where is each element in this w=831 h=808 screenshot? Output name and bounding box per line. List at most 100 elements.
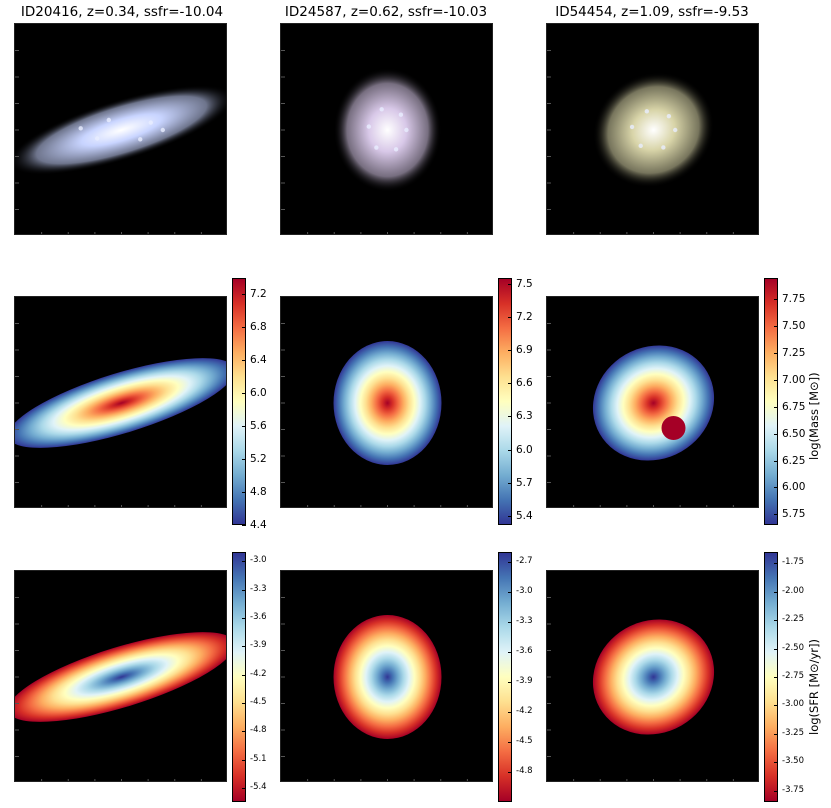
sfr-colorbar-1-tickmark — [242, 646, 246, 648]
sfr-colorbar-3-tickmark — [774, 648, 778, 650]
sfr-colorbar-1 — [232, 552, 246, 802]
rgb-map-image-3 — [547, 50, 734, 234]
sfr-colorbar-3-tickmark — [774, 563, 778, 565]
mass-colorbar-2-tickmark — [508, 416, 512, 418]
sfr-colorbar-3-tick-label: -2.75 — [782, 671, 804, 681]
mass-colorbar-3-tick-label: 7.75 — [782, 293, 806, 306]
sfr-colorbar-1-tickmark — [242, 702, 246, 704]
star-cluster — [106, 117, 112, 123]
sfr-map-ID24587 — [280, 570, 493, 782]
sfr-colorbar-2-tickmark — [508, 742, 512, 743]
mass-colorbar-1-tick-label: 7.2 — [250, 288, 267, 301]
star-cluster — [398, 112, 404, 117]
rgb-map-image-2 — [281, 50, 468, 234]
panel-title-1: ID20416, z=0.34, ssfr=-10.04 — [20, 4, 224, 20]
mass-colorbar-2-tick-label: 6.3 — [516, 410, 533, 423]
sfr-colorbar-2-tick-label: -3.9 — [516, 676, 533, 686]
sfr-colorbar-1-tickmark — [242, 787, 246, 789]
sfr-colorbar-2 — [498, 552, 512, 802]
mass-colorbar-1 — [232, 278, 246, 525]
sfr-colorbar-3-tickmark — [774, 733, 778, 735]
mass-galaxy-1 — [15, 358, 226, 448]
sfr-colorbar-1-tick-label: -3.0 — [250, 555, 267, 566]
sfr-colorbar-3-tickmark — [774, 591, 778, 593]
mass-colorbar-1-tickmark — [242, 426, 246, 428]
star-cluster — [366, 124, 372, 129]
sfr-colorbar-3-tick-label: -2.25 — [782, 614, 804, 625]
mass-colorbar-1-tick-label: 6.8 — [250, 321, 267, 334]
rgb-map-ID24587 — [280, 23, 493, 235]
sfr-colorbar-2-tickmark — [508, 652, 512, 653]
sfr-colorbar-3-tick-label: -2.00 — [782, 585, 804, 596]
mass-colorbar-2-tickmark — [508, 516, 512, 518]
mass-colorbar-2-tickmark — [508, 482, 512, 484]
sfr-colorbar-1-tick-label: -5.1 — [250, 753, 267, 764]
mass-colorbar-2-tickmark — [508, 349, 512, 351]
mass-map-image-2 — [281, 323, 468, 507]
mass-colorbar-2 — [498, 278, 512, 525]
sfr-colorbar-2-tick-label: -3.6 — [516, 646, 533, 656]
mass-colorbar-2-tick-label: 6.6 — [516, 377, 533, 390]
sfr-galaxy-1 — [15, 632, 226, 722]
mass-colorbar-1-tickmark — [242, 294, 246, 296]
star-cluster — [638, 143, 643, 149]
sfr-galaxy-3 — [592, 619, 715, 735]
star-cluster — [148, 120, 153, 125]
sfr-colorbar-1-tick-label: -5.4 — [250, 781, 267, 792]
mass-colorbar-2-tick-label: 7.2 — [516, 310, 533, 323]
mass-colorbar-gradient-3 — [765, 279, 777, 524]
mass-colorbar-2-tick-label: 6.9 — [516, 343, 533, 356]
sfr-colorbar-2-tick-label: -2.7 — [516, 556, 533, 566]
sfr-colorbar-gradient-3 — [765, 553, 777, 801]
sfr-colorbar-3-tickmark — [774, 790, 778, 792]
star-cluster — [374, 145, 379, 150]
mass-colorbar-3 — [764, 278, 778, 525]
mass-colorbar-3-tick-label: 7.00 — [782, 374, 806, 387]
mass-colorbar-1-tickmark — [242, 393, 246, 395]
mass-colorbar-3-tick-label: 6.50 — [782, 427, 806, 440]
mass-colorbar-2-tickmark — [508, 316, 512, 318]
rgb-galaxy-2 — [333, 68, 442, 192]
mass-colorbar-1-tick-label: 5.6 — [250, 420, 267, 433]
sfr-colorbar-2-tick-label: -4.2 — [516, 706, 533, 716]
star-cluster — [160, 127, 165, 133]
sfr-colorbar-2-tick-label: -3.3 — [516, 616, 533, 626]
sfr-colorbar-3-tickmark — [774, 705, 778, 707]
sfr-colorbar-1-tickmark — [242, 618, 246, 620]
sfr-colorbar-2-tick-label: -3.0 — [516, 586, 533, 596]
mass-colorbar-3-tickmark — [774, 514, 778, 516]
sfr-colorbar-3-tickmark — [774, 677, 778, 678]
sfr-colorbar-3-tickmark — [774, 620, 778, 622]
star-cluster — [404, 127, 409, 133]
mass-colorbar-3-tick-label: 7.25 — [782, 347, 806, 360]
panel-title-2: ID24587, z=0.62, ssfr=-10.03 — [284, 4, 488, 20]
star-cluster — [78, 126, 83, 131]
sfr-colorbar-1-tickmark — [242, 674, 246, 676]
mass-colorbar-3-tick-label: 6.75 — [782, 400, 806, 413]
star-cluster — [393, 147, 399, 152]
mass-colorbar-3-tickmark — [774, 433, 778, 435]
sfr-colorbar-2-tick-label: -4.5 — [516, 736, 533, 746]
sfr-colorbar-3-tick-label: -3.75 — [782, 784, 804, 795]
mass-colorbar-1-tick-label: 4.8 — [250, 486, 267, 499]
mass-colorbar-3-tick-label: 6.25 — [782, 454, 806, 467]
mass-colorbar-3-tickmark — [774, 380, 778, 382]
sfr-galaxy-2 — [333, 615, 442, 739]
mass-galaxy-2 — [333, 341, 442, 465]
sfr-colorbar-3-tick-label: -3.25 — [782, 727, 804, 738]
star-cluster — [666, 113, 672, 119]
star-cluster — [138, 137, 143, 142]
mass-colorbar-1-tick-label: 6.4 — [250, 354, 267, 367]
sfr-map-image-2 — [281, 597, 468, 781]
star-cluster — [379, 107, 384, 112]
mass-map-ID54454 — [546, 296, 759, 508]
sfr-colorbar-1-tickmark — [242, 561, 246, 563]
mass-colorbar-1-tickmark — [242, 525, 246, 526]
sfr-map-image-1 — [15, 597, 226, 781]
mass-map-ID24587 — [280, 296, 493, 508]
mass-colorbar-2-tickmark — [508, 449, 512, 451]
mass-colorbar-gradient-1 — [233, 279, 245, 524]
mass-colorbar-gradient-2 — [499, 279, 511, 524]
mass-colorbar-3-tickmark — [774, 299, 778, 301]
mass-colorbar-2-tickmark — [508, 283, 512, 285]
